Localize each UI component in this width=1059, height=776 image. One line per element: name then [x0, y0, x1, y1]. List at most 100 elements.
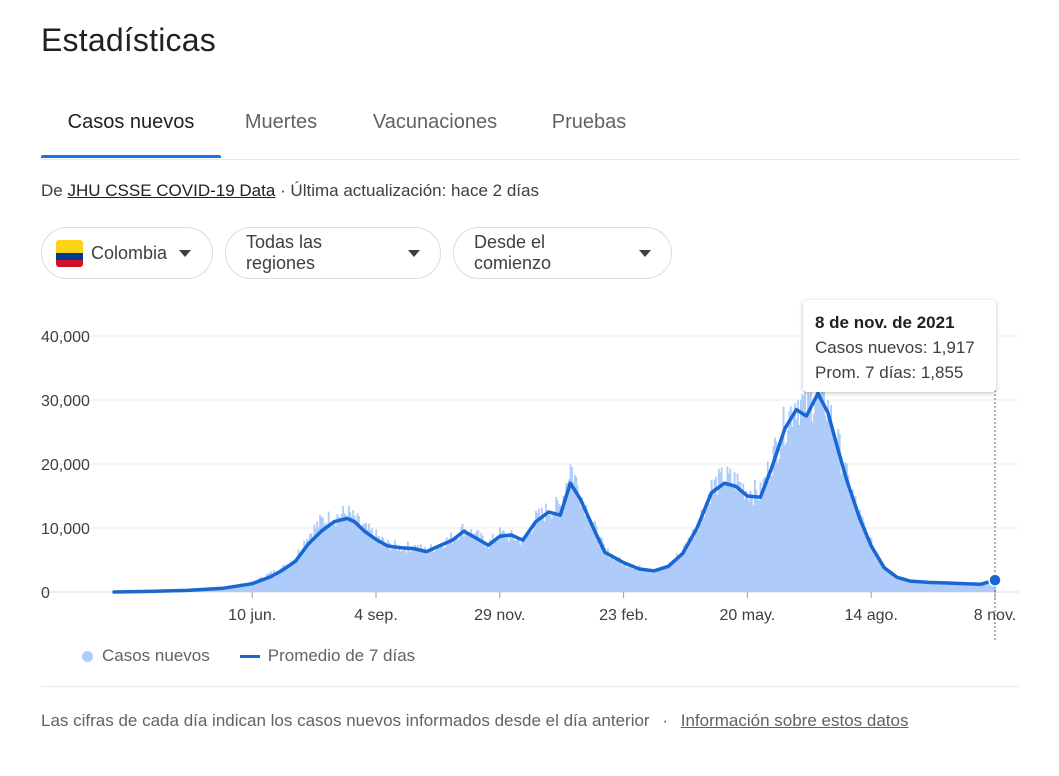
- bar-daily-cases: [392, 546, 395, 592]
- country-dropdown-label: Colombia: [91, 242, 168, 263]
- bar-daily-cases: [827, 399, 830, 592]
- tab-casos-nuevos[interactable]: Casos nuevos: [41, 104, 221, 158]
- bar-daily-cases: [307, 540, 310, 592]
- bar-daily-cases: [969, 584, 972, 592]
- bar-daily-cases: [782, 406, 785, 592]
- bar-daily-cases: [624, 562, 627, 592]
- source-link[interactable]: JHU CSSE COVID-19 Data: [67, 181, 276, 200]
- bar-daily-cases: [444, 547, 447, 592]
- bar-daily-cases: [785, 442, 788, 592]
- y-tick-label: 0: [41, 585, 50, 602]
- bar-daily-cases: [732, 483, 735, 592]
- bar-daily-cases: [478, 539, 481, 592]
- bar-daily-cases: [322, 518, 324, 592]
- bar-daily-cases: [833, 434, 835, 592]
- bar-daily-cases: [903, 578, 906, 592]
- bar-daily-cases: [884, 570, 887, 592]
- bar-daily-cases: [552, 511, 555, 592]
- average-line: [112, 391, 997, 594]
- tab-vacunaciones[interactable]: Vacunaciones: [372, 111, 498, 133]
- source-line: De JHU CSSE COVID-19 Data · Última actua…: [41, 181, 539, 201]
- tab-muertes[interactable]: Muertes: [244, 111, 318, 133]
- chevron-down-icon: [179, 249, 192, 257]
- bar-daily-cases: [985, 583, 988, 592]
- bar-daily-cases: [690, 536, 693, 592]
- bar-daily-cases: [556, 500, 559, 592]
- bar-daily-cases: [684, 543, 687, 592]
- bar-daily-cases: [489, 539, 491, 592]
- bar-daily-cases: [889, 571, 892, 592]
- bar-daily-cases: [618, 556, 621, 592]
- bar-daily-cases: [368, 523, 370, 592]
- bar-daily-cases: [926, 581, 929, 592]
- legend-line-icon: [239, 654, 260, 658]
- bar-daily-cases: [958, 584, 961, 592]
- region-dropdown[interactable]: Todas las regiones: [225, 227, 441, 279]
- bar-daily-cases: [645, 571, 648, 592]
- bar-daily-cases: [953, 581, 956, 592]
- bar-daily-cases: [458, 537, 461, 592]
- bar-daily-cases: [411, 547, 414, 592]
- data-info-link[interactable]: Información sobre estos datos: [680, 711, 909, 730]
- bar-daily-cases: [286, 564, 288, 592]
- bar-daily-cases: [460, 527, 463, 592]
- bar-daily-cases: [648, 572, 651, 592]
- bar-daily-cases: [776, 462, 779, 592]
- bar-daily-cases: [644, 571, 647, 592]
- period-dropdown[interactable]: Desde el comienzo: [453, 227, 672, 279]
- bar-daily-cases: [781, 440, 784, 592]
- bar-daily-cases: [343, 513, 346, 592]
- tab-pruebas[interactable]: Pruebas: [551, 111, 627, 133]
- bar-daily-cases: [242, 585, 245, 592]
- bar-daily-cases: [296, 556, 298, 592]
- bar-daily-cases: [671, 560, 674, 592]
- legend-dot-icon: [82, 650, 93, 662]
- bar-daily-cases: [562, 495, 565, 592]
- bar-daily-cases: [375, 529, 378, 592]
- bar-daily-cases: [516, 538, 519, 592]
- bar-daily-cases: [844, 462, 847, 592]
- bar-daily-cases: [733, 472, 736, 592]
- bar-daily-cases: [555, 497, 558, 592]
- colombia-flag-icon: [56, 239, 83, 267]
- bar-daily-cases: [277, 572, 280, 592]
- bar-daily-cases: [235, 585, 238, 592]
- bar-daily-cases: [886, 570, 889, 592]
- bar-daily-cases: [920, 581, 923, 592]
- bar-daily-cases: [784, 445, 786, 592]
- bar-daily-cases: [414, 545, 416, 592]
- bar-daily-cases: [304, 545, 307, 592]
- bar-daily-cases: [604, 548, 607, 592]
- bar-daily-cases: [389, 550, 392, 592]
- bar-daily-cases: [293, 559, 296, 592]
- country-dropdown[interactable]: Colombia: [41, 227, 213, 279]
- bar-daily-cases: [641, 569, 644, 592]
- stats-tabs: Casos nuevos Muertes Vacunaciones Prueba…: [41, 104, 1019, 160]
- bar-daily-cases: [630, 566, 632, 592]
- bar-daily-cases: [419, 544, 422, 592]
- bar-daily-cases: [946, 582, 949, 592]
- bar-daily-cases: [370, 528, 373, 592]
- bar-daily-cases: [638, 565, 641, 592]
- bar-daily-cases: [251, 582, 254, 592]
- bar-daily-cases: [765, 479, 768, 592]
- bar-daily-cases: [856, 506, 858, 592]
- bar-daily-cases: [894, 577, 897, 592]
- bar-daily-cases: [584, 515, 586, 592]
- y-axis: 0 10,000 20,000 30,000 40,000: [41, 329, 90, 602]
- bar-daily-cases: [244, 584, 247, 592]
- bar-daily-cases: [834, 445, 837, 592]
- bar-daily-cases: [350, 516, 353, 592]
- bar-daily-cases: [537, 508, 540, 592]
- page-title: Estadísticas: [41, 22, 216, 58]
- bar-daily-cases: [261, 578, 264, 592]
- bar-daily-cases: [686, 547, 689, 592]
- bar-daily-cases: [955, 581, 958, 592]
- bar-daily-cases: [271, 573, 274, 592]
- bar-daily-cases: [464, 528, 467, 592]
- chart-legend: Casos nuevos Promedio de 7 días: [82, 646, 415, 666]
- cases-chart[interactable]: 0 10,000 20,000 30,000 40,000 10 jun. 4 sep. 2…: [0, 290, 1059, 640]
- bar-daily-cases: [378, 536, 380, 592]
- bar-daily-cases: [972, 583, 975, 592]
- bar-daily-cases: [569, 464, 572, 592]
